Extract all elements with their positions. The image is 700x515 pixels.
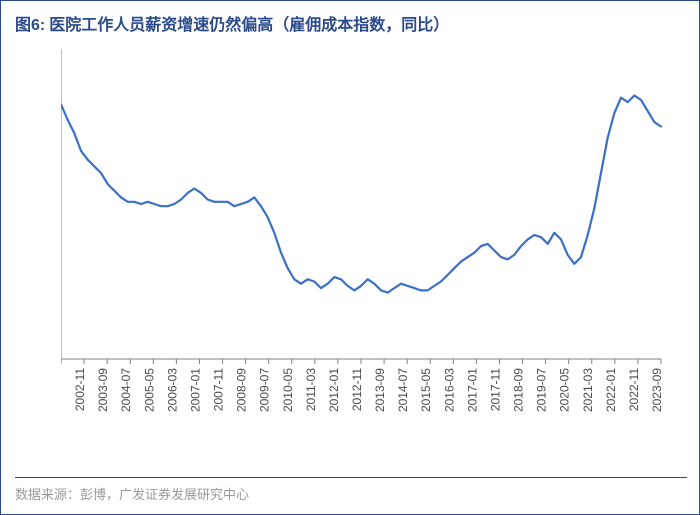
figure-title: 医院工作人员薪资增速仍然偏高（雇佣成本指数，同比） (49, 11, 449, 35)
svg-text:2020-05: 2020-05 (558, 368, 572, 412)
svg-text:2018-09: 2018-09 (512, 368, 526, 412)
chart-area: 0%1%2%3%4%5%6%7%2002-012002-112003-09200… (61, 49, 671, 429)
svg-text:2021-03: 2021-03 (581, 368, 595, 412)
svg-text:2023-09: 2023-09 (650, 368, 664, 412)
svg-text:2010-05: 2010-05 (281, 368, 295, 412)
svg-text:2011-03: 2011-03 (304, 368, 318, 411)
svg-text:2008-09: 2008-09 (235, 368, 249, 412)
data-source-text: 数据来源：彭博，广发证券发展研究中心 (15, 487, 249, 502)
svg-text:2015-05: 2015-05 (419, 368, 433, 412)
svg-text:2017-01: 2017-01 (465, 368, 479, 412)
svg-text:2012-01: 2012-01 (327, 368, 341, 412)
figure-title-row: 图6: 医院工作人员薪资增速仍然偏高（雇佣成本指数，同比） (1, 1, 699, 41)
svg-text:2014-07: 2014-07 (396, 368, 410, 412)
line-chart: 0%1%2%3%4%5%6%7%2002-012002-112003-09200… (61, 49, 671, 429)
svg-text:2022-11: 2022-11 (627, 368, 641, 411)
svg-text:2016-03: 2016-03 (442, 368, 456, 412)
svg-text:2004-07: 2004-07 (119, 368, 133, 412)
svg-text:2002-01: 2002-01 (61, 368, 64, 412)
svg-text:2013-09: 2013-09 (373, 368, 387, 412)
svg-text:2007-01: 2007-01 (188, 368, 202, 412)
svg-text:2022-01: 2022-01 (604, 368, 618, 412)
svg-text:2012-11: 2012-11 (350, 368, 364, 411)
figure-index: 图6: (15, 11, 45, 35)
svg-text:2003-09: 2003-09 (96, 368, 110, 412)
svg-text:2017-11: 2017-11 (488, 368, 502, 411)
svg-text:2007-11: 2007-11 (212, 368, 226, 411)
svg-text:2006-03: 2006-03 (165, 368, 179, 412)
svg-text:2019-07: 2019-07 (535, 368, 549, 412)
svg-text:2005-05: 2005-05 (142, 368, 156, 412)
svg-text:2009-07: 2009-07 (258, 368, 272, 412)
data-source: 数据来源：彭博，广发证券发展研究中心 (15, 477, 687, 504)
figure-container: 图6: 医院工作人员薪资增速仍然偏高（雇佣成本指数，同比） 0%1%2%3%4%… (0, 0, 700, 515)
svg-text:2002-11: 2002-11 (73, 368, 87, 411)
